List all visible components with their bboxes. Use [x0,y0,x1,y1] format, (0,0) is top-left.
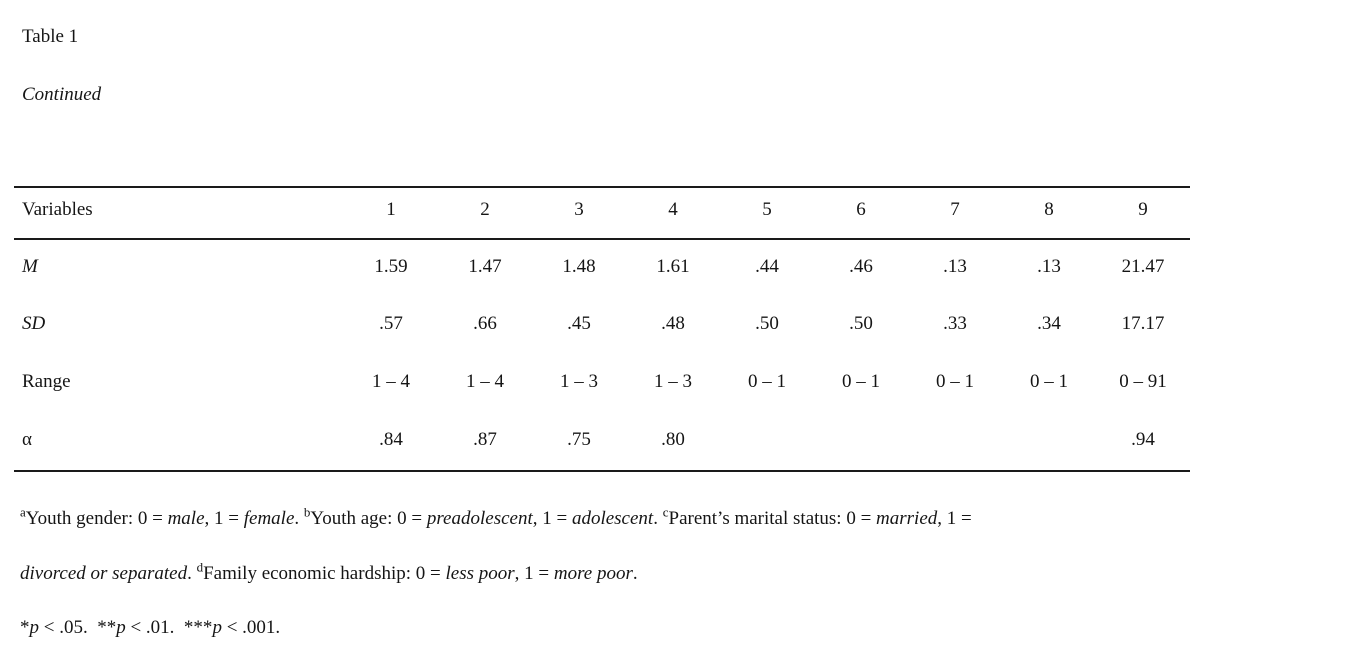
footnote-line-1: aYouth gender: 0 = male, 1 = female. bYo… [20,504,972,530]
cell: .94 [1131,428,1155,450]
footnote-italic: divorced or separated [20,563,188,584]
footnote-italic: male [167,508,205,529]
footnote-italic: more poor [553,563,633,584]
footnote-text: < .001. [221,617,281,638]
cell: .66 [473,313,497,334]
footnote-text: Youth gender: 0 = [25,508,168,529]
table-row-alpha: α .84 .87 .75 .80 .94 [14,413,1190,471]
footnote-text: Parent’s marital status: 0 = [668,508,877,529]
superscript-d: d [196,559,204,575]
table-row-sd: SD .57 .66 .45 .48 .50 .50 .33 .34 17.17 [14,297,1190,355]
col-header-9: 9 [1138,199,1148,220]
row-label-mean: M [22,255,38,277]
col-header-4: 4 [668,199,678,220]
cell: 1 – 3 [560,371,598,392]
cell: .84 [379,428,403,450]
col-header-3: 3 [574,199,584,220]
table-title: Table 1 [22,26,79,47]
cell: 1.61 [656,255,690,277]
cell: 0 – 1 [1030,371,1068,392]
cell: 1 – 4 [372,371,410,392]
footnote-text: , 1 = [532,508,572,529]
cell: .50 [755,313,779,334]
cell: 0 – 1 [842,371,880,392]
cell: 1.59 [374,255,408,277]
cell: .45 [567,313,591,334]
cell: .33 [943,313,967,334]
row-label-range: Range [22,371,71,392]
footnote-italic: adolescent [571,508,654,529]
superscript-a: a [20,504,26,520]
footnote-italic-p: p [212,617,222,638]
col-header-1: 1 [386,199,396,220]
cell: 0 – 91 [1119,371,1167,392]
table-row-mean: M 1.59 1.47 1.48 1.61 .44 .46 .13 .13 21… [14,239,1190,297]
footnote-text: Family economic hardship: 0 = [203,563,446,584]
cell: .13 [1037,255,1061,277]
table-row-range: Range 1 – 4 1 – 4 1 – 3 1 – 3 0 – 1 0 – … [14,355,1190,413]
table-subtitle: Continued [22,84,102,105]
cell: 0 – 1 [936,371,974,392]
footnote-italic: less poor [445,563,515,584]
footnote-text: . [653,508,663,529]
row-label-sd: SD [22,313,46,334]
footnote-italic: preadolescent [426,508,533,529]
footnote-italic-p: p [116,617,126,638]
footnote-text: . [187,563,197,584]
footnote-line-3: *p < .05. **p < .01. ***p < .001. [20,617,280,639]
footnote-text: Youth age: 0 = [310,508,427,529]
cell: 1 – 3 [654,371,692,392]
footnote-italic: female [243,508,295,529]
footnote-text: , 1 = [514,563,554,584]
significance-asterisk: * [20,617,30,638]
superscript-c: c [662,504,669,520]
footnote-text: . [294,508,304,529]
cell: .50 [849,313,873,334]
table-header-row: Variables 1 2 3 4 5 6 7 8 9 [14,187,1190,239]
cell [1002,413,1096,471]
cell: .46 [849,255,873,277]
footnote-italic-p: p [29,617,40,638]
footnote-text: , 1 = [937,508,972,529]
col-header-2: 2 [480,199,490,220]
col-header-5: 5 [762,199,772,220]
cell: .75 [567,428,591,450]
cell: .34 [1037,313,1061,334]
footnote-text: . [632,563,638,584]
cell: .87 [473,428,497,450]
cell: 1 – 4 [466,371,504,392]
col-header-8: 8 [1044,199,1054,220]
footnote-line-2: divorced or separated. dFamily economic … [20,559,638,585]
cell [720,413,814,471]
row-label-alpha: α [22,428,32,450]
col-header-variables: Variables [22,199,93,220]
cell: 1.48 [562,255,596,277]
footnote-text: < .01. *** [125,617,213,638]
footnote-text: < .05. ** [39,617,117,638]
cell: .80 [661,428,685,450]
cell: .57 [379,313,403,334]
footnote-text: , 1 = [204,508,244,529]
col-header-7: 7 [950,199,960,220]
cell: .48 [661,313,685,334]
col-header-6: 6 [856,199,866,220]
cell: 21.47 [1121,255,1165,277]
cell: .44 [755,255,779,277]
statistics-table: Variables 1 2 3 4 5 6 7 8 9 M 1.59 1.47 … [14,186,1190,472]
cell: 0 – 1 [748,371,786,392]
cell: 17.17 [1121,313,1165,334]
footnote-italic: married [876,508,938,529]
cell [814,413,908,471]
superscript-b: b [303,504,311,520]
cell: .13 [943,255,967,277]
cell [908,413,1002,471]
cell: 1.47 [468,255,502,277]
